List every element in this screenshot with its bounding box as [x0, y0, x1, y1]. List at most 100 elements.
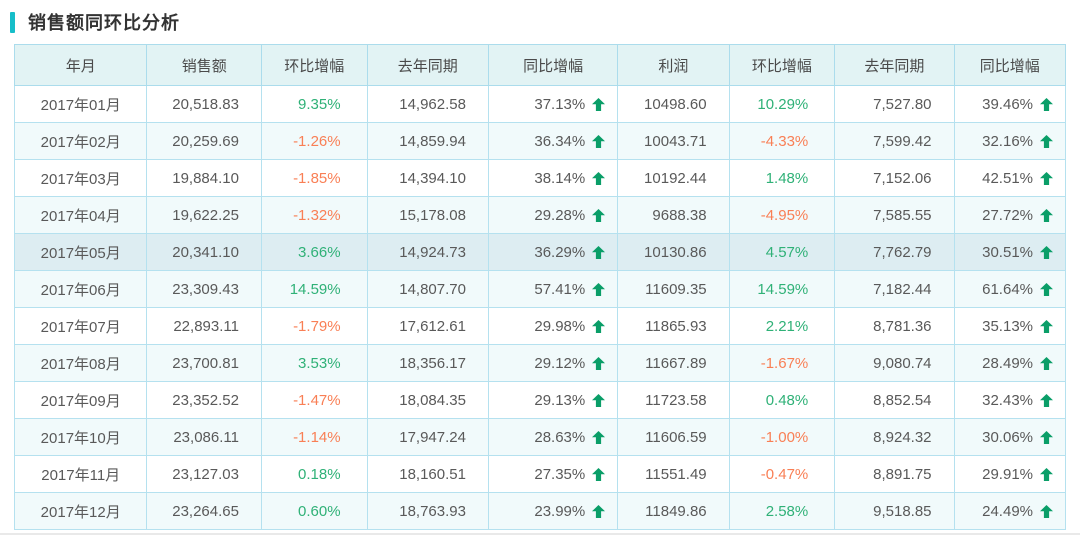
table-row[interactable]: 2017年01月 20,518.83 9.35% 14,962.58 37.13% 104… — [13, 85, 1067, 123]
up-arrow-icon — [1040, 171, 1053, 185]
cell-sales_mom: 9.35% — [260, 85, 368, 123]
cell-sales: 23,127.03 — [146, 455, 262, 493]
cell-sales_ly: 14,394.10 — [366, 159, 489, 197]
table-row[interactable]: 2017年11月 23,127.03 0.18% 18,160.51 27.35% 115… — [13, 455, 1067, 493]
cell-sales_mom: 14.59% — [260, 270, 368, 308]
cell-profit_ly: 7,152.06 — [834, 159, 955, 197]
up-arrow-icon — [592, 393, 606, 407]
cell-profit: 11723.58 — [617, 381, 730, 419]
up-arrow-icon — [1040, 467, 1053, 481]
cell-sales_ly: 18,356.17 — [366, 344, 489, 382]
up-arrow-icon — [592, 430, 606, 444]
cell-month: 2017年04月 — [13, 196, 148, 234]
cell-sales_mom: 3.66% — [260, 233, 368, 271]
cell-sales_mom: 0.18% — [260, 455, 368, 493]
cell-month: 2017年10月 — [13, 418, 148, 456]
table-body: 2017年01月 20,518.83 9.35% 14,962.58 37.13% 104… — [13, 85, 1067, 530]
yoy-value: 29.91% — [982, 465, 1033, 483]
cell-profit_yoy: 32.43% — [953, 381, 1067, 419]
cell-profit_ly: 7,182.44 — [834, 270, 955, 308]
cell-sales: 20,259.69 — [146, 122, 262, 160]
cell-profit_yoy: 24.49% — [953, 492, 1067, 530]
table-row[interactable]: 2017年03月 19,884.10 -1.85% 14,394.10 38.14% 10… — [13, 159, 1067, 197]
cell-sales: 19,884.10 — [146, 159, 262, 197]
cell-sales_mom: -1.32% — [260, 196, 368, 234]
cell-month: 2017年11月 — [13, 455, 148, 493]
yoy-value: 32.16% — [982, 132, 1033, 150]
cell-profit_yoy: 61.64% — [953, 270, 1067, 308]
yoy-value: 32.43% — [982, 391, 1033, 409]
cell-profit_mom: -1.67% — [728, 344, 836, 382]
cell-profit: 9688.38 — [617, 196, 730, 234]
cell-profit_mom: 2.21% — [728, 307, 836, 345]
cell-sales_yoy: 38.14% — [487, 159, 619, 197]
table-row[interactable]: 2017年09月 23,352.52 -1.47% 18,084.35 29.13% 11… — [13, 381, 1067, 419]
cell-sales_yoy: 27.35% — [487, 455, 619, 493]
yoy-value: 29.13% — [534, 391, 586, 409]
cell-sales_yoy: 29.98% — [487, 307, 619, 345]
table-container: 年月 销售额 环比增幅 去年同期 同比增幅 利润 环比增幅 去年同期 同比增幅 2017年01月… — [0, 44, 1080, 530]
cell-month: 2017年12月 — [13, 492, 148, 530]
report-title-bar: 销售额同环比分析 — [0, 0, 1080, 44]
yoy-value: 57.41% — [534, 280, 586, 298]
column-header-profit: 利润 — [617, 44, 730, 86]
cell-sales_mom: 0.60% — [260, 492, 368, 530]
cell-month: 2017年09月 — [13, 381, 148, 419]
cell-month: 2017年08月 — [13, 344, 148, 382]
up-arrow-icon — [1040, 319, 1053, 333]
cell-profit_ly: 7,599.42 — [834, 122, 955, 160]
cell-sales_mom: -1.14% — [260, 418, 368, 456]
cell-sales_yoy: 29.12% — [487, 344, 619, 382]
table-header-row: 年月 销售额 环比增幅 去年同期 同比增幅 利润 环比增幅 去年同期 同比增幅 — [13, 44, 1067, 86]
cell-sales: 23,352.52 — [146, 381, 262, 419]
table-row[interactable]: 2017年05月 20,341.10 3.66% 14,924.73 36.29% 101… — [13, 233, 1067, 271]
cell-profit_yoy: 30.51% — [953, 233, 1067, 271]
cell-sales_yoy: 36.29% — [487, 233, 619, 271]
yoy-value: 29.28% — [534, 206, 586, 224]
up-arrow-icon — [592, 319, 606, 333]
page-title: 销售额同环比分析 — [28, 13, 180, 33]
cell-sales: 23,700.81 — [146, 344, 262, 382]
yoy-value: 23.99% — [534, 502, 586, 520]
cell-month: 2017年02月 — [13, 122, 148, 160]
cell-sales_ly: 15,178.08 — [366, 196, 489, 234]
column-header-month: 年月 — [13, 44, 148, 86]
title-accent-bar — [10, 11, 15, 33]
cell-sales: 23,264.65 — [146, 492, 262, 530]
cell-profit_ly: 8,781.36 — [834, 307, 955, 345]
up-arrow-icon — [592, 208, 606, 222]
column-header-profit_mom: 环比增幅 — [728, 44, 836, 86]
cell-sales_yoy: 37.13% — [487, 85, 619, 123]
yoy-value: 27.35% — [534, 465, 586, 483]
table-row[interactable]: 2017年12月 23,264.65 0.60% 18,763.93 23.99% 118… — [13, 492, 1067, 530]
table-row[interactable]: 2017年07月 22,893.11 -1.79% 17,612.61 29.98% 11… — [13, 307, 1067, 345]
table-row[interactable]: 2017年08月 23,700.81 3.53% 18,356.17 29.12% 116… — [13, 344, 1067, 382]
cell-sales_mom: -1.79% — [260, 307, 368, 345]
cell-sales_ly: 18,160.51 — [366, 455, 489, 493]
cell-sales_yoy: 36.34% — [487, 122, 619, 160]
table-row[interactable]: 2017年02月 20,259.69 -1.26% 14,859.94 36.34% 10… — [13, 122, 1067, 160]
column-header-sales_ly: 去年同期 — [366, 44, 489, 86]
table-row[interactable]: 2017年10月 23,086.11 -1.14% 17,947.24 28.63% 11… — [13, 418, 1067, 456]
yoy-value: 36.34% — [534, 132, 586, 150]
cell-sales_mom: -1.47% — [260, 381, 368, 419]
yoy-value: 38.14% — [534, 169, 586, 187]
cell-sales_mom: -1.26% — [260, 122, 368, 160]
cell-profit_mom: -4.33% — [728, 122, 836, 160]
up-arrow-icon — [1040, 208, 1053, 222]
cell-profit: 11551.49 — [617, 455, 730, 493]
table-row[interactable]: 2017年04月 19,622.25 -1.32% 15,178.08 29.28% 96… — [13, 196, 1067, 234]
cell-profit: 11865.93 — [617, 307, 730, 345]
cell-sales_ly: 18,763.93 — [366, 492, 489, 530]
table-row[interactable]: 2017年06月 23,309.43 14.59% 14,807.70 57.41% 11… — [13, 270, 1067, 308]
cell-profit_yoy: 39.46% — [953, 85, 1067, 123]
cell-profit_mom: -1.00% — [728, 418, 836, 456]
up-arrow-icon — [592, 245, 606, 259]
cell-month: 2017年07月 — [13, 307, 148, 345]
cell-sales_ly: 17,612.61 — [366, 307, 489, 345]
cell-sales_yoy: 28.63% — [487, 418, 619, 456]
up-arrow-icon — [592, 97, 606, 111]
cell-month: 2017年06月 — [13, 270, 148, 308]
cell-profit_yoy: 27.72% — [953, 196, 1067, 234]
cell-sales: 22,893.11 — [146, 307, 262, 345]
